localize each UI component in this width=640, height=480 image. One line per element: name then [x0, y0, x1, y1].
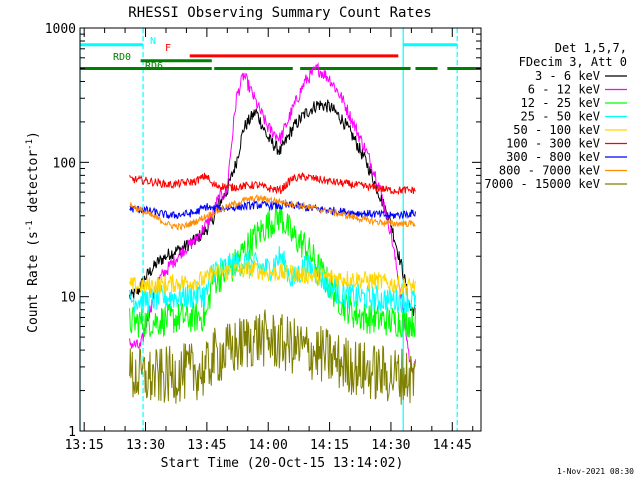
y-axis-label-main: Count Rate (s: [26, 231, 41, 333]
plot-frame: [79, 27, 482, 432]
legend-header-line-2: FDecim 3, Att 0: [519, 55, 627, 69]
series-line-800-7000-kev: [129, 194, 416, 231]
legend-label-300-800-kev: 300 - 800 keV: [506, 150, 600, 164]
x-tick-label-14-00: 14:00: [249, 438, 288, 453]
series-line-3-6-kev: [129, 99, 416, 317]
series-line-50-100-kev: [129, 260, 416, 296]
legend-label-800-7000-kev: 800 - 7000 keV: [499, 164, 600, 178]
x-tick-label-14-45: 14:45: [433, 438, 472, 453]
legend-header-line-1: Det 1,5,7,: [555, 41, 627, 55]
chart-title: RHESSI Observing Summary Count Rates: [128, 5, 431, 21]
y-axis-label-sup2: -1: [25, 139, 35, 150]
legend-label-25-50-kev: 25 - 50 keV: [521, 110, 600, 124]
series-line-7000-15000-kev: [129, 309, 416, 405]
flag-label-f: F: [165, 43, 171, 54]
plot-area: NF RD0 RD6: [80, 28, 481, 431]
y-tick-label-1: 1: [68, 425, 76, 440]
x-axis-label: Start Time (20-Oct-15 13:14:02): [161, 456, 404, 471]
y-axis-label: Count Rate (s-1 detector-1): [25, 131, 41, 333]
series-line-100-300-kev: [129, 172, 416, 196]
flag-label-rd0: RD0: [113, 52, 131, 63]
y-axis-label-mid: detector: [26, 150, 41, 221]
legend-label-12-25-kev: 12 - 25 keV: [521, 96, 600, 110]
series-line-300-800-kev: [129, 199, 416, 220]
legend-label-3-6-kev: 3 - 6 keV: [535, 69, 600, 83]
flag-label-n: N: [150, 36, 156, 47]
footer-date: 1-Nov-2021 08:30: [557, 467, 634, 476]
x-tick-label-13-30: 13:30: [126, 438, 165, 453]
axes: 13:15 13:30 13:45 14:00 14:15 14:30 14:45 1 10 10…: [45, 22, 482, 453]
series-line-6-12-kev: [129, 62, 416, 374]
y-tick-label-100: 100: [53, 156, 76, 171]
x-tick-label-14-15: 14:15: [310, 438, 349, 453]
series-line-12-25-kev: [129, 203, 416, 338]
legend-label-7000-15000-kev: 7000 - 15000 keV: [484, 177, 600, 191]
legend-label-6-12-kev: 6 - 12 keV: [528, 83, 600, 97]
y-axis-label-sup1: -1: [25, 220, 35, 231]
series-line-25-50-kev: [129, 246, 416, 314]
plot-inner: [80, 28, 481, 431]
y-tick-label-10: 10: [60, 291, 76, 306]
x-tick-label-13-45: 13:45: [187, 438, 226, 453]
x-tick-label-13-15: 13:15: [65, 438, 104, 453]
legend-label-50-100-kev: 50 - 100 keV: [513, 123, 600, 137]
legend-label-100-300-kev: 100 - 300 keV: [506, 137, 600, 151]
x-tick-label-14-30: 14:30: [371, 438, 410, 453]
y-axis-label-end: ): [26, 131, 41, 139]
flag-label-rd6: RD6: [145, 61, 163, 72]
y-tick-label-1000: 1000: [45, 22, 76, 37]
